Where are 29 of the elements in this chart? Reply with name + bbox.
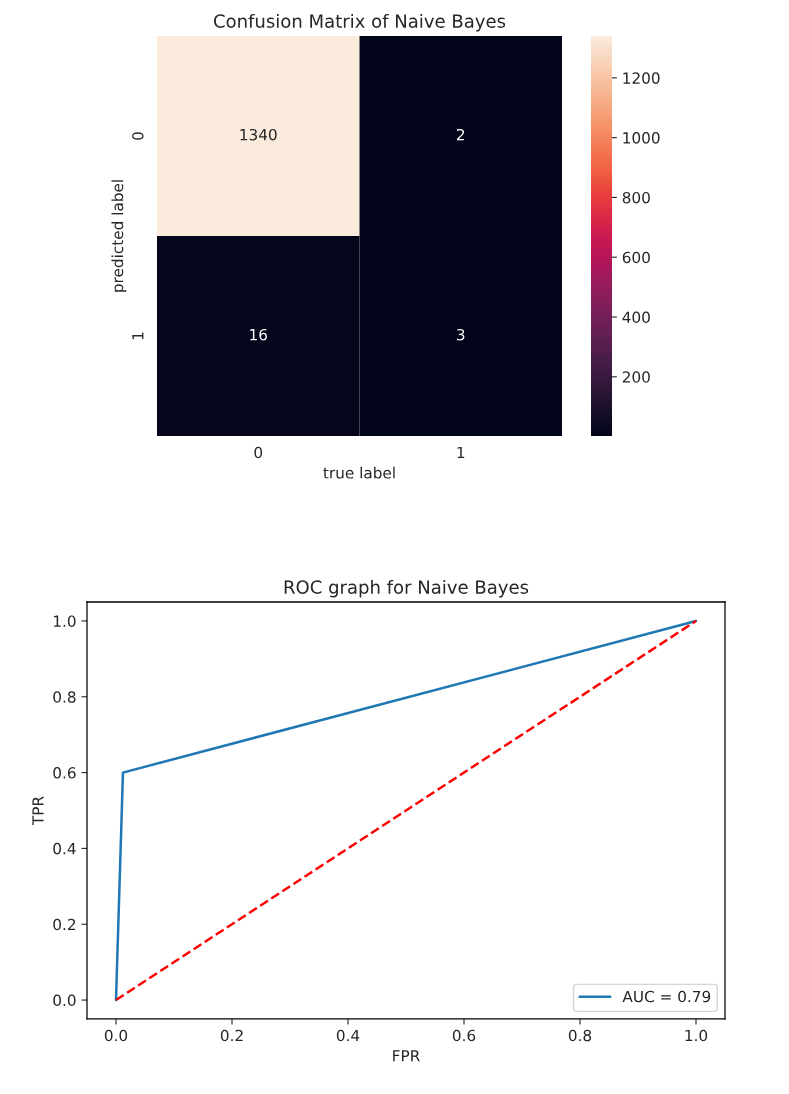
y-tick-label: 0.0 (53, 994, 76, 1007)
color-bar-label: 400 (622, 311, 650, 324)
x-tick-label: 0.6 (452, 1029, 476, 1042)
chart-title: ROC graph for Naive Bayes (284, 579, 529, 598)
y-tick-label: 1.0 (53, 615, 76, 627)
color-bar-label: 200 (622, 371, 650, 383)
y-tick-label: 0.2 (53, 918, 76, 931)
y-tick-label: 0.4 (53, 842, 76, 855)
color-bar-label: 800 (622, 191, 650, 204)
x-tick-label: 1.0 (685, 1029, 708, 1042)
x-tick-label: 0.8 (568, 1029, 592, 1042)
data-label: 16 (250, 328, 268, 341)
data-label: 3 (457, 328, 465, 341)
x-tick-label: 0.2 (220, 1029, 243, 1042)
legend-label: AUC = 0.79 (622, 990, 711, 1003)
data-label: 1340 (240, 128, 277, 141)
y-axis-title: TPR (32, 796, 44, 826)
y-tick-label: 0.6 (53, 767, 76, 779)
color-bar-label: 1000 (623, 132, 660, 144)
x-axis-title: true label (323, 466, 395, 479)
data-label: 2 (457, 128, 465, 141)
chart-title: Confusion Matrix of Naive Bayes (213, 13, 506, 32)
x-tick-label: 0.4 (336, 1029, 360, 1042)
color-bar-label: 600 (622, 251, 650, 264)
y-tick-label: 0.8 (53, 691, 76, 703)
y-axis-title: predicted label (111, 180, 127, 292)
x-axis-title: FPR (393, 1050, 420, 1062)
x-tick-label: 0.0 (104, 1029, 128, 1042)
color-bar-label: 1200 (623, 72, 660, 84)
